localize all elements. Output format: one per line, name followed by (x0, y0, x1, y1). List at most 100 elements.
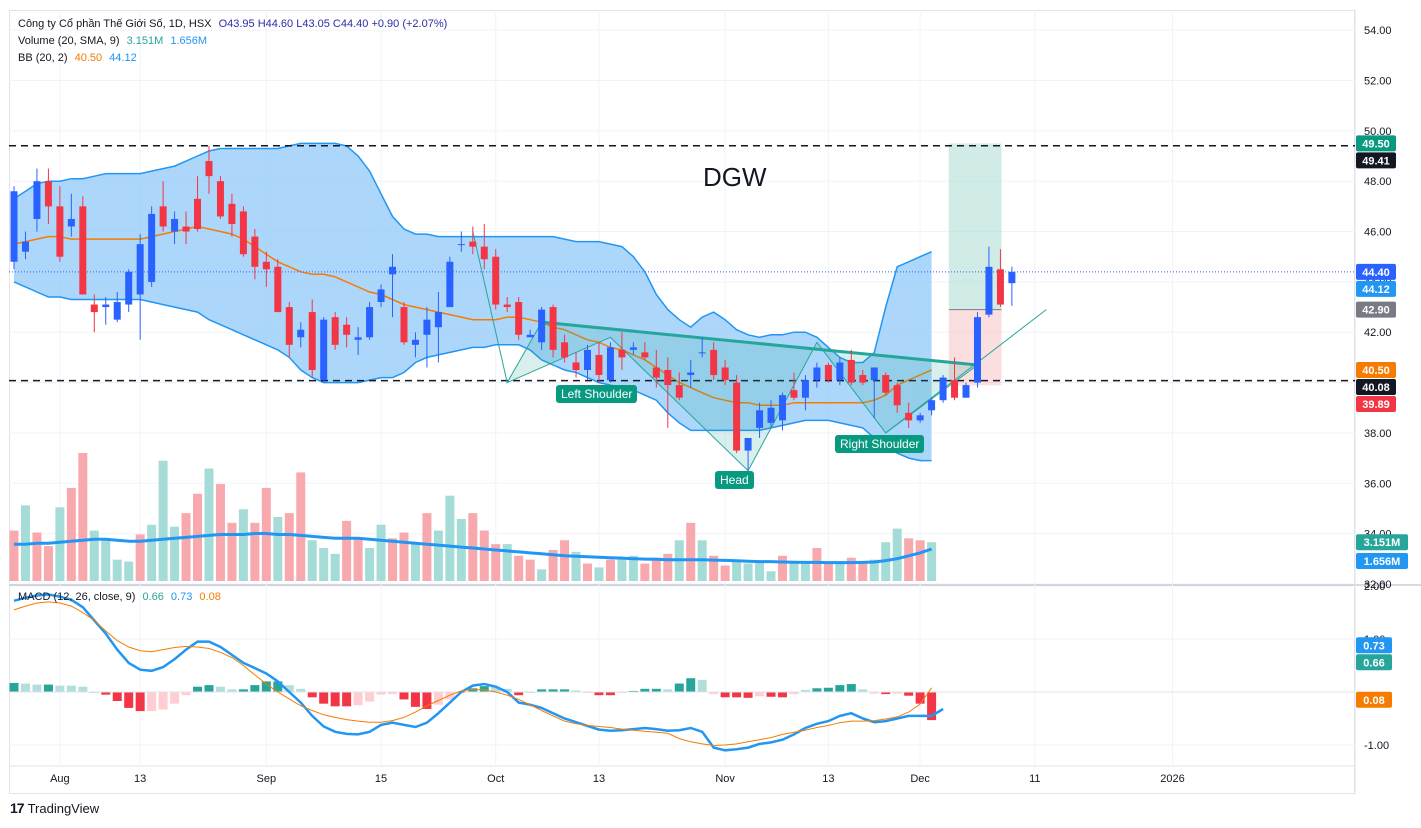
volume-bar (571, 551, 581, 581)
price-badge-label: 49.41 (1362, 155, 1390, 167)
candle-body (159, 206, 167, 227)
volume-bar (55, 507, 65, 581)
macd-badge-label: 0.66 (1363, 657, 1384, 669)
bb-basis-line (13, 225, 932, 407)
macd-histogram-bar (342, 692, 352, 707)
macd-badge: 0.73 (1356, 637, 1392, 654)
macd-histogram-bar (674, 683, 684, 692)
candle-body (136, 244, 144, 295)
price-badge-bg (1356, 152, 1396, 169)
price-badges: 49.50 49.41 44.40 44.12 42.90 40.50 40.08 39.89… (1356, 135, 1408, 708)
bb-legend[interactable]: BB (20, 2) 40.50 44.12 (18, 50, 141, 66)
candle (377, 284, 385, 308)
macd-histogram-bar (388, 692, 398, 695)
volume-legend[interactable]: Volume (20, SMA, 9) 3.151M 1.656M (18, 33, 211, 49)
volume-bar (215, 484, 225, 581)
candle-body (297, 329, 305, 338)
price-badge-label: 42.90 (1362, 305, 1390, 317)
volume-bar (640, 563, 650, 581)
volume-bar (342, 520, 352, 581)
macd-legend[interactable]: MACD (12, 26, close, 9) 0.66 0.73 0.08 (18, 589, 225, 605)
candle (526, 329, 534, 338)
candle-body (239, 211, 247, 255)
candle (320, 317, 328, 383)
volume-bar (101, 538, 111, 581)
volume-bar (284, 513, 294, 581)
volume-bar (353, 538, 363, 581)
volume-bar (330, 553, 340, 581)
tradingview-logo-text: TradingView (27, 800, 100, 816)
price-tick-label: 48.00 (1364, 176, 1392, 188)
candle (629, 342, 637, 355)
candle (136, 234, 144, 340)
macd-histogram-bar (537, 689, 547, 692)
candle-body (457, 244, 465, 246)
volume-bar (204, 468, 214, 581)
candle (285, 302, 293, 358)
candle (664, 357, 672, 428)
candle (813, 362, 821, 388)
candle (354, 327, 362, 355)
candle (893, 382, 901, 413)
candle-body (79, 206, 87, 295)
candle-body (366, 307, 374, 338)
price-badge: 39.89 (1356, 396, 1396, 413)
volume-bar (777, 555, 787, 581)
candle-body (939, 377, 947, 401)
price-badge: 49.50 (1356, 135, 1396, 152)
candle (102, 297, 110, 325)
macd-histogram-bar (823, 687, 833, 692)
candle (870, 367, 878, 418)
macd-legend-label: MACD (12, 26, close, 9) (18, 591, 136, 603)
candle-body (859, 375, 867, 383)
price-tick-label: 36.00 (1364, 478, 1392, 490)
candle-body (343, 324, 351, 335)
candle (859, 370, 867, 386)
macd-histogram-bar (410, 692, 420, 707)
tradingview-logo[interactable]: 17 TradingView (10, 800, 99, 816)
macd-histogram-bar (204, 685, 214, 692)
price-tick-label: 50.00 (1364, 126, 1392, 138)
macd-histogram-bar (112, 692, 122, 702)
candle-body (1008, 271, 1016, 284)
candle-body (698, 352, 706, 354)
head-label: Head (715, 471, 754, 489)
macd-histogram-bar (238, 689, 248, 692)
volume-bar (296, 472, 306, 581)
tradingview-logo-icon: 17 (10, 800, 25, 816)
symbol-title[interactable]: Công ty Cổ phần Thế Giới Số, 1D, HSX (18, 18, 212, 30)
volume-bar (537, 569, 547, 581)
price-badge: 44.12 (1356, 280, 1396, 297)
candle (756, 402, 764, 438)
macd-histogram-bar (433, 692, 443, 705)
bb-upper-value: 44.12 (109, 52, 137, 64)
candle (79, 196, 87, 295)
candle (928, 397, 936, 416)
volume-badge: 3.151M (1356, 534, 1408, 551)
macd-histogram-bar (181, 692, 191, 696)
volume-bar (869, 559, 879, 581)
main-legend: Công ty Cổ phần Thế Giới Số, 1D, HSX O43… (18, 16, 451, 32)
macd-histogram-bar (858, 689, 868, 692)
price-tick-label: 38.00 (1364, 428, 1392, 440)
volume-badge-bg (1356, 553, 1408, 569)
candle-body (44, 181, 52, 207)
macd-badge-label: 0.08 (1363, 695, 1384, 707)
candle (790, 372, 798, 401)
candle (297, 322, 305, 348)
volume-sma-value: 1.656M (170, 35, 208, 47)
volume-bar (422, 513, 432, 581)
candle (801, 375, 809, 411)
candle-body (308, 312, 316, 371)
macd-histogram-bar (55, 685, 65, 692)
candle-body (90, 304, 98, 313)
candle-body (492, 256, 500, 305)
price-badge-label: 49.50 (1362, 138, 1390, 150)
candle (308, 299, 316, 378)
time-tick-label: Sep (257, 773, 277, 785)
volume-bar (445, 495, 455, 581)
volume-bar (238, 509, 248, 581)
volume-badge-label: 3.151M (1364, 537, 1401, 549)
price-badge-label: 40.50 (1362, 365, 1390, 377)
